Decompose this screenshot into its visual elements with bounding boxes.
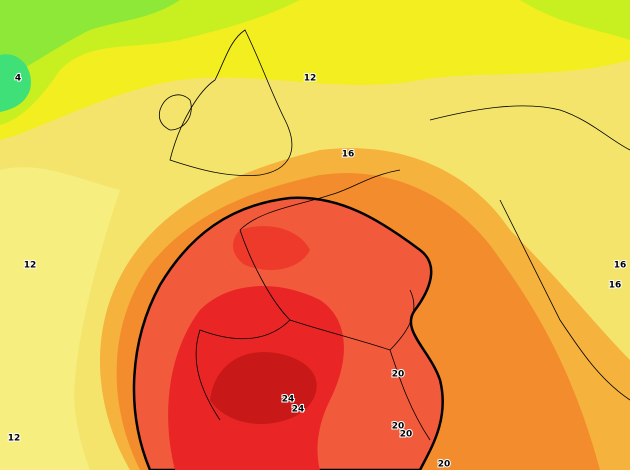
- contour-label: 4: [15, 74, 21, 84]
- contour-label: 20: [392, 370, 405, 380]
- contour-label: 20: [392, 422, 405, 432]
- contour-label: 12: [24, 261, 37, 271]
- contour-labels: 4 12 16 12 16 16 20 24 24 20 20 20 12: [7, 73, 628, 470]
- contour-label: 20: [438, 460, 451, 470]
- field-pale: [0, 167, 120, 470]
- field-very-hot: [210, 352, 317, 424]
- contour-label: 12: [8, 434, 21, 444]
- contour-label: 20: [400, 430, 413, 440]
- field-green-east: [520, 0, 630, 40]
- contour-label: 24: [282, 395, 295, 405]
- field-green-dark: [0, 0, 180, 105]
- contour-label: 16: [609, 281, 622, 291]
- contour-label: 12: [304, 74, 317, 84]
- field-cold: [0, 54, 31, 112]
- contour-label: 16: [342, 150, 355, 160]
- field-hot-north: [233, 226, 310, 270]
- contour-label: 16: [614, 261, 627, 271]
- contour-label: 24: [292, 405, 305, 415]
- coastlines: [158, 29, 630, 441]
